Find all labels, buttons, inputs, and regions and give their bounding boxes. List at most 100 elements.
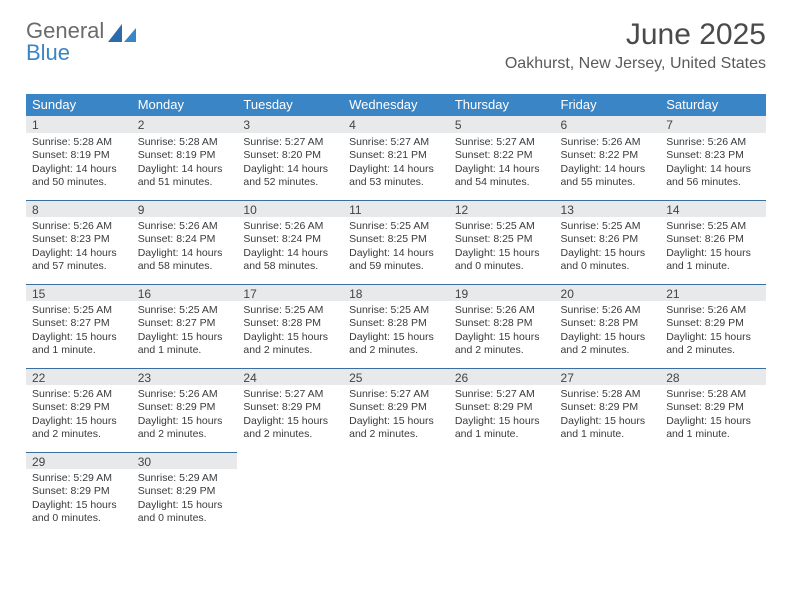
sunrise-line: Sunrise: 5:26 AM (243, 220, 337, 233)
daylight-line: Daylight: 14 hours and 55 minutes. (561, 163, 655, 190)
daylight-line: Daylight: 15 hours and 1 minute. (666, 247, 760, 274)
day-details: Sunrise: 5:27 AMSunset: 8:29 PMDaylight:… (343, 385, 449, 452)
sunset-line: Sunset: 8:29 PM (561, 401, 655, 414)
calendar-day-cell: 7Sunrise: 5:26 AMSunset: 8:23 PMDaylight… (660, 116, 766, 200)
sunset-line: Sunset: 8:27 PM (32, 317, 126, 330)
sunrise-line: Sunrise: 5:26 AM (32, 388, 126, 401)
sunset-line: Sunset: 8:29 PM (349, 401, 443, 414)
day-details: Sunrise: 5:29 AMSunset: 8:29 PMDaylight:… (132, 469, 238, 536)
sunset-line: Sunset: 8:24 PM (243, 233, 337, 246)
calendar-day-cell: 23Sunrise: 5:26 AMSunset: 8:29 PMDayligh… (132, 368, 238, 452)
sunrise-line: Sunrise: 5:26 AM (561, 136, 655, 149)
daylight-line: Daylight: 15 hours and 2 minutes. (455, 331, 549, 358)
day-details: Sunrise: 5:26 AMSunset: 8:29 PMDaylight:… (26, 385, 132, 452)
day-details: Sunrise: 5:27 AMSunset: 8:21 PMDaylight:… (343, 133, 449, 200)
day-number: 13 (555, 200, 661, 217)
day-details: Sunrise: 5:25 AMSunset: 8:27 PMDaylight:… (26, 301, 132, 368)
calendar-day-cell: 1Sunrise: 5:28 AMSunset: 8:19 PMDaylight… (26, 116, 132, 200)
day-details: Sunrise: 5:26 AMSunset: 8:23 PMDaylight:… (660, 133, 766, 200)
calendar-day-cell: 6Sunrise: 5:26 AMSunset: 8:22 PMDaylight… (555, 116, 661, 200)
calendar-body: 1Sunrise: 5:28 AMSunset: 8:19 PMDaylight… (26, 116, 766, 536)
weekday-header: Saturday (660, 94, 766, 116)
sunrise-line: Sunrise: 5:25 AM (32, 304, 126, 317)
weekday-header: Tuesday (237, 94, 343, 116)
calendar-day-cell: 28 Sunrise: 5:28 AMSunset: 8:29 PMDayligh… (660, 368, 766, 452)
sunrise-line: Sunrise: 5:25 AM (666, 220, 760, 233)
calendar-day-cell (449, 452, 555, 536)
sunrise-line: Sunrise: 5:25 AM (349, 304, 443, 317)
day-number: 28 (660, 368, 766, 385)
day-number: 19 (449, 284, 555, 301)
daylight-line: Daylight: 14 hours and 53 minutes. (349, 163, 443, 190)
calendar-day-cell: 10Sunrise: 5:26 AMSunset: 8:24 PMDayligh… (237, 200, 343, 284)
day-details: Sunrise: 5:27 AMSunset: 8:20 PMDaylight:… (237, 133, 343, 200)
day-number: 12 (449, 200, 555, 217)
sunrise-line: Sunrise: 5:26 AM (138, 220, 232, 233)
day-details: Sunrise: 5:25 AMSunset: 8:27 PMDaylight:… (132, 301, 238, 368)
daylight-line: Daylight: 15 hours and 2 minutes. (138, 415, 232, 442)
daylight-line: Daylight: 15 hours and 1 minute. (666, 415, 760, 442)
daylight-line: Daylight: 15 hours and 2 minutes. (243, 415, 337, 442)
sunrise-line: Sunrise: 5:25 AM (455, 220, 549, 233)
day-number: 8 (26, 200, 132, 217)
day-number: 9 (132, 200, 238, 217)
calendar-day-cell: 15Sunrise: 5:25 AMSunset: 8:27 PMDayligh… (26, 284, 132, 368)
daylight-line: Daylight: 15 hours and 0 minutes. (32, 499, 126, 526)
logo-word-2: Blue (26, 40, 70, 65)
day-details: Sunrise: 5:26 AMSunset: 8:28 PMDaylight:… (449, 301, 555, 368)
daylight-line: Daylight: 15 hours and 2 minutes. (349, 415, 443, 442)
day-details: Sunrise: 5:29 AMSunset: 8:29 PMDaylight:… (26, 469, 132, 536)
page-title: June 2025 (505, 18, 766, 51)
daylight-line: Daylight: 15 hours and 0 minutes. (138, 499, 232, 526)
day-number: 2 (132, 116, 238, 133)
sunrise-line: Sunrise: 5:27 AM (455, 388, 549, 401)
day-number: 10 (237, 200, 343, 217)
calendar-day-cell: 5Sunrise: 5:27 AMSunset: 8:22 PMDaylight… (449, 116, 555, 200)
daylight-line: Daylight: 15 hours and 1 minute. (138, 331, 232, 358)
logo: General Blue (26, 20, 140, 64)
sunset-line: Sunset: 8:25 PM (349, 233, 443, 246)
day-number: 15 (26, 284, 132, 301)
sunrise-line: Sunrise: 5:25 AM (243, 304, 337, 317)
day-number: 7 (660, 116, 766, 133)
sunrise-line: Sunrise: 5:27 AM (455, 136, 549, 149)
sunrise-line: Sunrise: 5:25 AM (138, 304, 232, 317)
calendar-day-cell (660, 452, 766, 536)
daylight-line: Daylight: 14 hours and 58 minutes. (138, 247, 232, 274)
sunset-line: Sunset: 8:28 PM (349, 317, 443, 330)
daylight-line: Daylight: 15 hours and 2 minutes. (32, 415, 126, 442)
sunrise-line: Sunrise: 5:28 AM (32, 136, 126, 149)
daylight-line: Daylight: 14 hours and 50 minutes. (32, 163, 126, 190)
calendar-day-cell: 22Sunrise: 5:26 AMSunset: 8:29 PMDayligh… (26, 368, 132, 452)
calendar-day-cell: 13Sunrise: 5:25 AMSunset: 8:26 PMDayligh… (555, 200, 661, 284)
sunset-line: Sunset: 8:26 PM (666, 233, 760, 246)
sunset-line: Sunset: 8:29 PM (138, 485, 232, 498)
day-number: 6 (555, 116, 661, 133)
day-details: Sunrise: 5:26 AMSunset: 8:28 PMDaylight:… (555, 301, 661, 368)
sunrise-line: Sunrise: 5:29 AM (138, 472, 232, 485)
title-block: June 2025 Oakhurst, New Jersey, United S… (505, 18, 766, 73)
weekday-header: Sunday (26, 94, 132, 116)
calendar-day-cell: 25Sunrise: 5:27 AMSunset: 8:29 PMDayligh… (343, 368, 449, 452)
day-number: 17 (237, 284, 343, 301)
sunrise-line: Sunrise: 5:26 AM (455, 304, 549, 317)
sunrise-line: Sunrise: 5:26 AM (666, 304, 760, 317)
day-number: 29 (26, 452, 132, 469)
calendar-week-row: 15Sunrise: 5:25 AMSunset: 8:27 PMDayligh… (26, 284, 766, 368)
daylight-line: Daylight: 15 hours and 0 minutes. (455, 247, 549, 274)
sunrise-line: Sunrise: 5:25 AM (561, 220, 655, 233)
sunset-line: Sunset: 8:23 PM (666, 149, 760, 162)
sunset-line: Sunset: 8:29 PM (666, 401, 760, 414)
calendar-day-cell: 9Sunrise: 5:26 AMSunset: 8:24 PMDaylight… (132, 200, 238, 284)
sunrise-line: Sunrise: 5:28 AM (666, 388, 760, 401)
day-details: Sunrise: 5:25 AMSunset: 8:26 PMDaylight:… (660, 217, 766, 284)
daylight-line: Daylight: 15 hours and 0 minutes. (561, 247, 655, 274)
calendar-day-cell: 19Sunrise: 5:26 AMSunset: 8:28 PMDayligh… (449, 284, 555, 368)
sunrise-line: Sunrise: 5:28 AM (138, 136, 232, 149)
sunrise-line: Sunrise: 5:26 AM (666, 136, 760, 149)
logo-sail-icon (108, 22, 140, 49)
calendar-day-cell: 27Sunrise: 5:28 AMSunset: 8:29 PMDayligh… (555, 368, 661, 452)
day-number: 22 (26, 368, 132, 385)
day-number: 11 (343, 200, 449, 217)
calendar-day-cell: 12Sunrise: 5:25 AMSunset: 8:25 PMDayligh… (449, 200, 555, 284)
